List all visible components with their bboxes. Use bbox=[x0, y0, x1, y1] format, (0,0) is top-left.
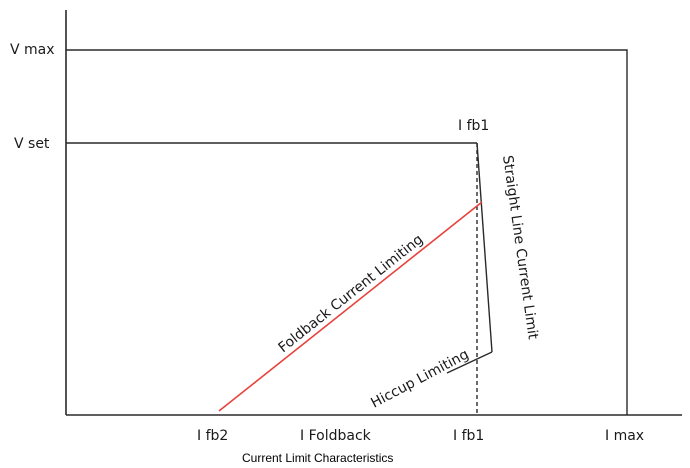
i-foldback-label: I Foldback bbox=[300, 428, 372, 444]
i-max-label: I max bbox=[605, 428, 644, 444]
v-set-label: V set bbox=[14, 136, 50, 152]
foldback-curve-label: Foldback Current Limiting bbox=[276, 232, 427, 357]
hiccup-curve-label: Hiccup Limiting bbox=[368, 347, 471, 412]
i-fb1-point-label: I fb1 bbox=[458, 118, 489, 134]
straight-line-curve-label: Straight Line Current Limit bbox=[499, 154, 541, 341]
hiccup-limiting-curve bbox=[446, 351, 493, 374]
diagram-caption: Current Limit Characteristics bbox=[242, 451, 393, 465]
v-max-boundary bbox=[66, 49, 628, 415]
i-fb2-label: I fb2 bbox=[197, 428, 228, 444]
foldback-limiting-curve bbox=[218, 201, 483, 412]
v-max-label: V max bbox=[10, 42, 55, 58]
i-fb1-axis-label: I fb1 bbox=[453, 428, 484, 444]
straight-line-limit-curve bbox=[476, 142, 493, 353]
